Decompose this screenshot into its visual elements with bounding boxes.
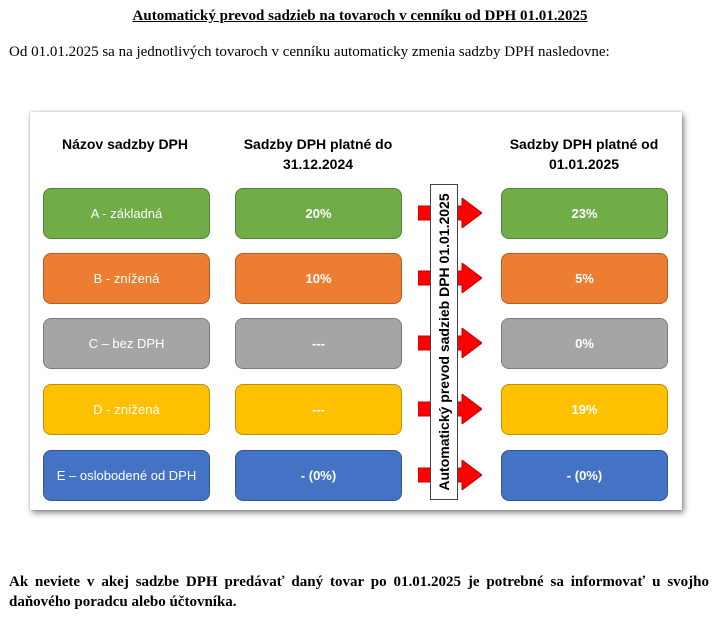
new-rate-b: 5% <box>501 253 668 304</box>
new-rate-d: 19% <box>501 384 668 435</box>
new-rate-e: - (0%) <box>501 450 668 501</box>
old-rate-b: 10% <box>235 253 402 304</box>
header-new-line2: 01.01.2025 <box>548 156 620 172</box>
document-title: Automatický prevod sadzieb na tovaroch v… <box>132 8 588 24</box>
old-rate-a: 20% <box>235 188 402 239</box>
footer-note: Ak neviete v akej sadzbe DPH predávať da… <box>9 574 709 610</box>
rate-name-d: D - znížená <box>43 384 210 435</box>
intro-text: Od 01.01.2025 sa na jednotlivých tovaroc… <box>9 44 610 60</box>
header-old-line1: Sadzby DPH platné do <box>243 136 393 152</box>
vat-rates-panel: Názov sadzby DPH Sadzby DPH platné do 31… <box>30 112 682 510</box>
header-new-rates: Sadzby DPH platné od 01.01.2025 <box>496 134 672 174</box>
rate-name-e: E – oslobodené od DPH <box>43 450 210 501</box>
conversion-label: Automatický prevod sadzieb DPH 01.01.202… <box>436 193 452 491</box>
old-rate-e: - (0%) <box>235 450 402 501</box>
header-rate-name: Názov sadzby DPH <box>61 136 189 152</box>
rate-name-b: B - znížená <box>43 253 210 304</box>
rate-name-c: C – bez DPH <box>43 318 210 369</box>
new-rate-c: 0% <box>501 318 668 369</box>
old-rate-d: --- <box>235 384 402 435</box>
new-rate-a: 23% <box>501 188 668 239</box>
rate-name-a: A - základná <box>43 188 210 239</box>
conversion-label-box: Automatický prevod sadzieb DPH 01.01.202… <box>430 184 458 500</box>
old-rate-c: --- <box>235 318 402 369</box>
header-new-line1: Sadzby DPH platné od <box>509 136 659 152</box>
header-old-line2: 31.12.2024 <box>282 156 354 172</box>
header-old-rates: Sadzby DPH platné do 31.12.2024 <box>230 134 406 174</box>
